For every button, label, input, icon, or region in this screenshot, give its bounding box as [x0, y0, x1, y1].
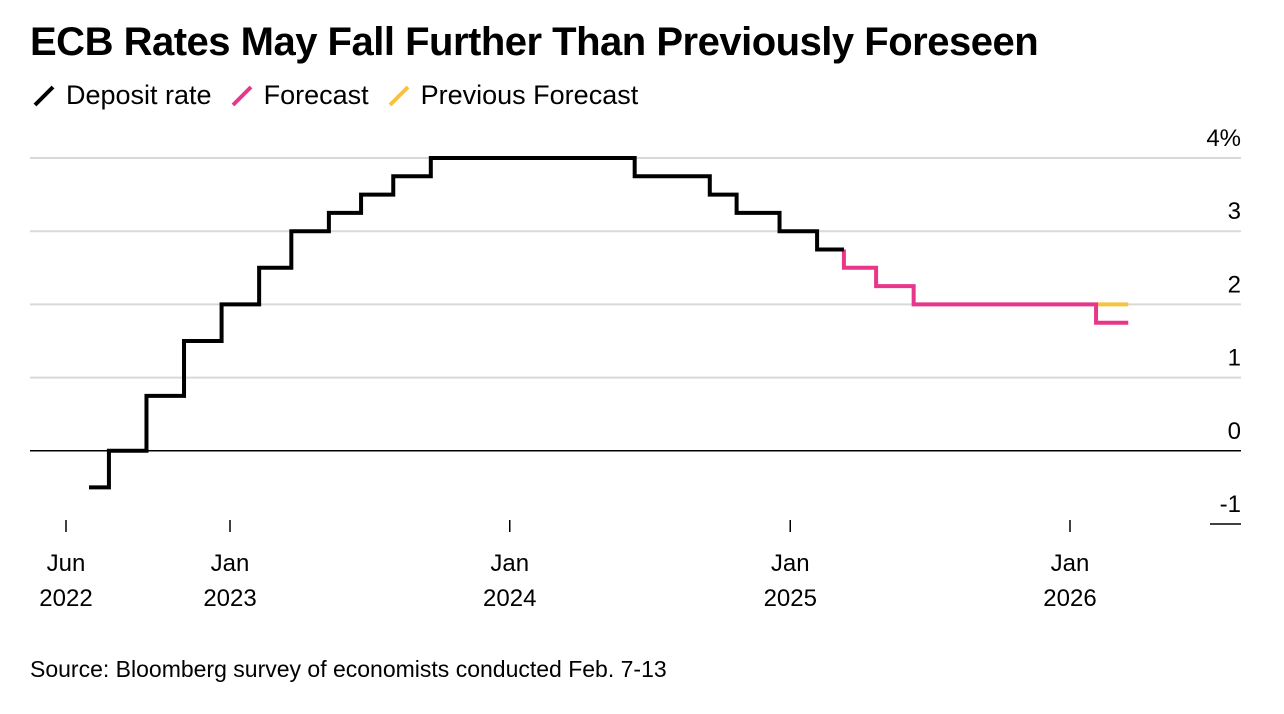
x-tick-label-year: 2026 — [1043, 585, 1096, 612]
legend-item-deposit-rate: Deposit rate — [32, 80, 212, 111]
x-tick-label-year: 2025 — [764, 585, 817, 612]
series-line-forecast — [841, 249, 1129, 325]
x-tick-label-year: 2024 — [483, 585, 536, 612]
x-tick-label-month: Jan — [490, 550, 529, 577]
legend-label-forecast: Forecast — [263, 80, 369, 110]
y-tick-label: 3 — [1228, 198, 1241, 225]
legend-swatch-deposit-rate — [33, 85, 55, 106]
x-tick-label-year: 2022 — [39, 585, 92, 612]
x-tick-label-month: Jan — [771, 550, 810, 577]
x-tick-label-month: Jan — [1051, 550, 1090, 577]
legend-item-forecast: Forecast — [230, 80, 369, 111]
y-tick-label: 1 — [1228, 345, 1241, 372]
x-tick-label-month: Jun — [47, 550, 86, 577]
series-line-deposit-rate — [88, 156, 844, 490]
source-note: Source: Bloomberg survey of economists c… — [30, 656, 667, 682]
y-tick-label: 0 — [1228, 418, 1241, 445]
legend-swatch-forecast — [231, 85, 252, 106]
legend-item-previous-forecast: Previous Forecast — [387, 80, 639, 111]
y-tick-label: 2 — [1228, 271, 1241, 298]
legend: Deposit rate Forecast Previous Forecast — [32, 80, 638, 111]
legend-swatch-previous-forecast — [388, 85, 410, 106]
x-tick-label-year: 2023 — [203, 585, 256, 612]
chart-title: ECB Rates May Fall Further Than Previous… — [30, 20, 1039, 64]
legend-label-previous-forecast: Previous Forecast — [420, 80, 639, 110]
y-tick-label: 4% — [1206, 125, 1241, 152]
legend-label-deposit-rate: Deposit rate — [66, 80, 212, 110]
x-tick-label-month: Jan — [211, 550, 250, 577]
y-tick-label: -1 — [1220, 491, 1241, 518]
